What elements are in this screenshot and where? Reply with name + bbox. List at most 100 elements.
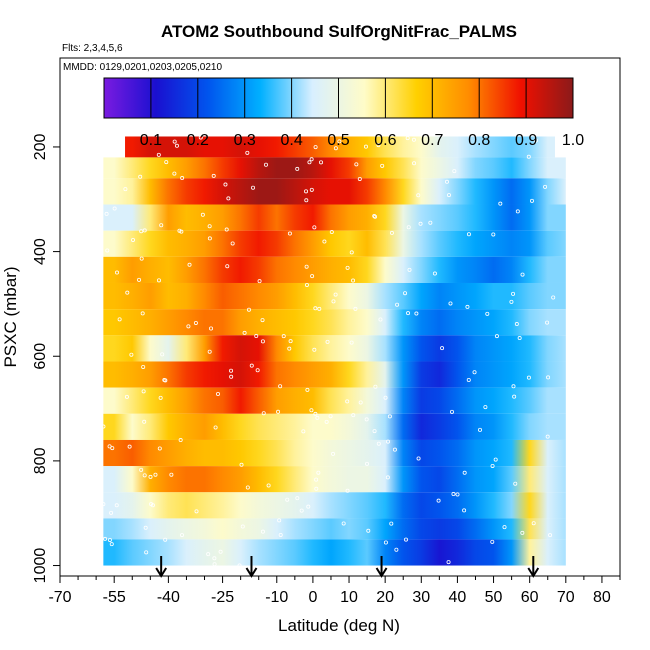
colorbar-tick-label: 0.1: [140, 132, 162, 149]
sample-point: [143, 525, 148, 530]
sample-point: [307, 160, 312, 165]
sample-point: [449, 409, 454, 414]
sample-point: [378, 317, 383, 322]
sample-point: [288, 339, 293, 344]
sample-point: [138, 174, 143, 179]
sample-point: [418, 221, 423, 226]
sample-point: [162, 378, 167, 383]
sample-point: [157, 446, 162, 451]
sample-point: [385, 439, 390, 444]
sample-point: [451, 492, 456, 497]
heatmap-band: [103, 413, 566, 440]
sample-point: [526, 154, 531, 159]
heatmap-band: [103, 361, 566, 388]
sample-point: [124, 394, 129, 399]
heatmap-band: [103, 157, 566, 179]
sample-point: [465, 304, 470, 309]
sample-point: [405, 136, 410, 141]
y-tick-label: 200: [32, 134, 49, 161]
sample-point: [142, 419, 147, 424]
sample-point: [313, 145, 318, 150]
sample-point: [261, 411, 266, 416]
sample-point: [260, 318, 265, 323]
heatmap-band: [103, 309, 566, 336]
sample-point: [213, 425, 218, 430]
sample-point: [198, 135, 203, 140]
sample-point: [142, 228, 147, 233]
sample-point: [533, 138, 538, 143]
sample-point: [123, 187, 128, 192]
flight-arrows-layer: [155, 556, 540, 578]
sample-point: [351, 278, 356, 283]
sample-point: [110, 446, 115, 451]
y-axis: 200 400 600 800 1000: [32, 134, 60, 583]
sample-point: [345, 265, 350, 270]
colorbar-tick-label: 0.8: [468, 132, 490, 149]
sample-points-layer: [101, 135, 556, 568]
x-tick-label: 70: [557, 589, 575, 606]
sample-point: [142, 473, 147, 478]
sample-point: [313, 306, 318, 311]
sample-point: [216, 392, 221, 397]
sample-point: [276, 409, 281, 414]
sample-point: [333, 146, 338, 151]
sample-point: [194, 509, 199, 514]
heatmap-band: [103, 518, 566, 540]
heatmap-layer: [103, 136, 566, 566]
chart-title: ATOM2 Southbound SulfOrgNitFrac_PALMS: [161, 22, 517, 41]
sample-point: [109, 542, 114, 547]
sample-point: [237, 563, 242, 568]
heatmap-band: [125, 136, 555, 158]
sample-point: [351, 413, 356, 418]
sample-point: [169, 472, 174, 477]
heatmap-band: [103, 387, 566, 414]
sample-point: [281, 334, 286, 339]
sample-point: [207, 236, 212, 241]
sample-point: [107, 537, 112, 542]
sample-point: [490, 539, 495, 544]
sample-point: [394, 547, 399, 552]
sample-point: [341, 521, 346, 526]
x-tick-label: 50: [485, 589, 503, 606]
sample-point: [531, 521, 536, 526]
sample-point: [218, 549, 223, 554]
sample-point: [520, 530, 525, 535]
sample-point: [462, 508, 467, 513]
sample-point: [245, 485, 250, 490]
sample-point: [389, 521, 394, 526]
sample-point: [387, 414, 392, 419]
sample-point: [229, 368, 234, 373]
sample-point: [306, 504, 311, 509]
x-tick-label: 40: [449, 589, 467, 606]
x-tick-label: -40: [157, 589, 180, 606]
x-tick-label: 30: [412, 589, 430, 606]
flight-arrow-head: [375, 567, 388, 578]
sample-point: [266, 483, 271, 488]
sample-point: [312, 347, 317, 352]
x-tick-label: -70: [48, 589, 71, 606]
sample-point: [242, 330, 247, 335]
sample-point: [490, 463, 495, 468]
sample-point: [287, 231, 292, 236]
sample-point: [257, 279, 262, 284]
sample-point: [107, 444, 112, 449]
sample-point: [403, 291, 408, 296]
date-note: MMDD: 0129,0201,0203,0205,0210: [63, 62, 222, 73]
sample-point: [373, 214, 378, 219]
sample-point: [515, 209, 520, 214]
sample-point: [345, 488, 350, 493]
sample-point: [412, 161, 417, 166]
sample-point: [255, 368, 260, 373]
sample-point: [517, 336, 522, 341]
sample-point: [472, 370, 477, 375]
flight-arrow-head: [245, 567, 258, 578]
sample-point: [260, 339, 265, 344]
sample-point: [407, 267, 412, 272]
sample-point: [224, 227, 229, 232]
sample-point: [158, 395, 163, 400]
sample-point: [251, 185, 256, 190]
sample-point: [246, 307, 251, 312]
sample-point: [141, 389, 146, 394]
sample-point: [187, 262, 192, 267]
x-tick-label: 80: [593, 589, 611, 606]
